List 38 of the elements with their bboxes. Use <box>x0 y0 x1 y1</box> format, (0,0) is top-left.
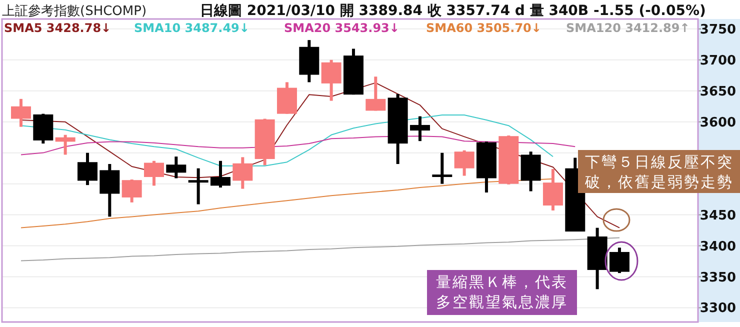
y-tick-label: 3750 <box>700 22 736 38</box>
candlestick <box>454 150 474 176</box>
y-tick-label: 3400 <box>700 239 736 254</box>
line-series <box>20 178 554 228</box>
line-series <box>20 237 620 262</box>
candlestick <box>366 76 386 111</box>
candlestick <box>609 248 630 274</box>
candlestick <box>210 160 230 188</box>
line-series <box>20 114 554 166</box>
text: SMA10 3487.49↓ <box>134 21 250 35</box>
chart-subtitle: 日線圖 2021/03/10 開 3389.84 收 3357.74 d 量 340B -1.55 (-0.05%) <box>200 3 706 19</box>
candlestick <box>55 134 76 155</box>
line-series <box>20 136 576 156</box>
candlestick <box>166 156 186 178</box>
y-tick-label: 3600 <box>700 115 736 130</box>
annotation: 下彎５日線反壓不突破，依舊是弱勢走勢 <box>584 153 734 191</box>
candlestick <box>232 157 253 189</box>
candlestick <box>410 116 430 142</box>
candlestick <box>100 164 120 217</box>
annotation: 量縮黑Ｋ棒，代表多空觀望氣息濃厚 <box>436 273 568 311</box>
candlestick <box>144 160 164 186</box>
text: SMA120 3412.89↑ <box>566 21 690 35</box>
candlestick <box>542 168 563 210</box>
candlestick <box>122 179 142 202</box>
candlestick <box>77 152 98 186</box>
text: SMA5 3428.78↓ <box>4 21 112 35</box>
candlestick <box>432 152 452 184</box>
candlestick <box>11 98 31 127</box>
chart-title: 上証參考指數(SHCOMP) <box>2 4 147 19</box>
y-tick-label: 3450 <box>700 208 736 224</box>
y-tick-label: 3350 <box>700 270 736 286</box>
text: SMA60 3505.70↓ <box>426 21 542 35</box>
y-tick-label: 3650 <box>700 84 736 100</box>
candlestick <box>321 60 342 101</box>
y-tick-label: 3700 <box>700 53 736 68</box>
text: SMA20 3543.93↓ <box>284 21 400 35</box>
y-tick-label: 3300 <box>700 301 736 316</box>
candlestick <box>188 168 208 204</box>
